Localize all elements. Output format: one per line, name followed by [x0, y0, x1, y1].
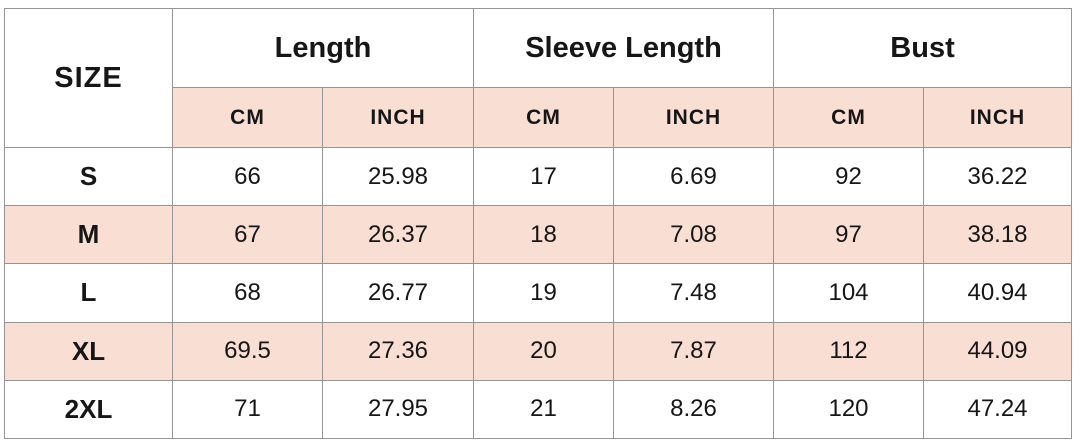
bust-inch-cell: 47.24	[922, 379, 1073, 440]
table-row-size-m: M 67 26.37 18 7.08 97 38.18	[4, 205, 1073, 265]
bust-inch-header: INCH	[922, 87, 1073, 148]
bust-cm-cell: 104	[773, 263, 924, 323]
sleeve-inch-cell: 7.48	[613, 263, 774, 323]
size-chart-table: SIZE Length Sleeve Length Bust CM INCH C…	[4, 8, 1073, 440]
sleeve-inch-cell: 6.69	[613, 146, 774, 207]
sleeve-cm-cell: 18	[473, 205, 614, 265]
table-row-size-l: L 68 26.77 19 7.48 104 40.94	[4, 263, 1073, 323]
bust-inch-cell: 40.94	[922, 263, 1073, 323]
length-cm-cell: 69.5	[172, 321, 323, 381]
bust-cm-cell: 120	[773, 379, 924, 440]
sleeve-cm-cell: 21	[473, 379, 614, 440]
length-inch-header: INCH	[322, 87, 474, 148]
table-row-size-2xl: 2XL 71 27.95 21 8.26 120 47.24	[4, 379, 1073, 440]
bust-inch-cell: 38.18	[922, 205, 1073, 265]
bust-inch-cell: 44.09	[922, 321, 1073, 381]
size-cell: L	[4, 263, 173, 323]
bust-cm-header: CM	[773, 87, 924, 148]
bust-group-header: Bust	[772, 8, 1073, 88]
sleeve-inch-cell: 7.08	[613, 205, 774, 265]
length-cm-cell: 68	[172, 263, 323, 323]
length-cm-cell: 66	[172, 146, 323, 207]
length-group-header: Length	[172, 8, 474, 88]
length-cm-cell: 67	[172, 205, 323, 265]
size-cell: 2XL	[4, 379, 173, 440]
sleeve-cm-cell: 20	[473, 321, 614, 381]
length-cm-header: CM	[172, 87, 323, 148]
length-cm-cell: 71	[172, 379, 323, 440]
size-cell: S	[4, 146, 173, 207]
size-cell: XL	[4, 321, 173, 381]
sleeve-cm-cell: 19	[473, 263, 614, 323]
sleeve-cm-cell: 17	[473, 146, 614, 207]
length-inch-cell: 27.95	[322, 379, 474, 440]
table-row-size-xl: XL 69.5 27.36 20 7.87 112 44.09	[4, 321, 1073, 381]
bust-cm-cell: 97	[773, 205, 924, 265]
length-inch-cell: 25.98	[322, 146, 474, 207]
length-inch-cell: 26.37	[322, 205, 474, 265]
sleeve-inch-header: INCH	[613, 87, 774, 148]
sleeve-cm-header: CM	[473, 87, 614, 148]
table-row-size-s: S 66 25.98 17 6.69 92 36.22	[4, 146, 1073, 207]
sleeve-inch-cell: 7.87	[613, 321, 774, 381]
table-header-groups-row: SIZE Length Sleeve Length Bust	[4, 8, 1073, 148]
bust-cm-cell: 112	[773, 321, 924, 381]
sleeve-length-group-header: Sleeve Length	[473, 8, 774, 88]
length-inch-cell: 26.77	[322, 263, 474, 323]
size-column-header: SIZE	[4, 8, 173, 148]
size-cell: M	[4, 205, 173, 265]
sleeve-inch-cell: 8.26	[613, 379, 774, 440]
table-header-units-row: CM INCH CM INCH CM INCH	[5, 87, 1073, 148]
bust-inch-cell: 36.22	[922, 146, 1073, 207]
length-inch-cell: 27.36	[322, 321, 474, 381]
bust-cm-cell: 92	[773, 146, 924, 207]
